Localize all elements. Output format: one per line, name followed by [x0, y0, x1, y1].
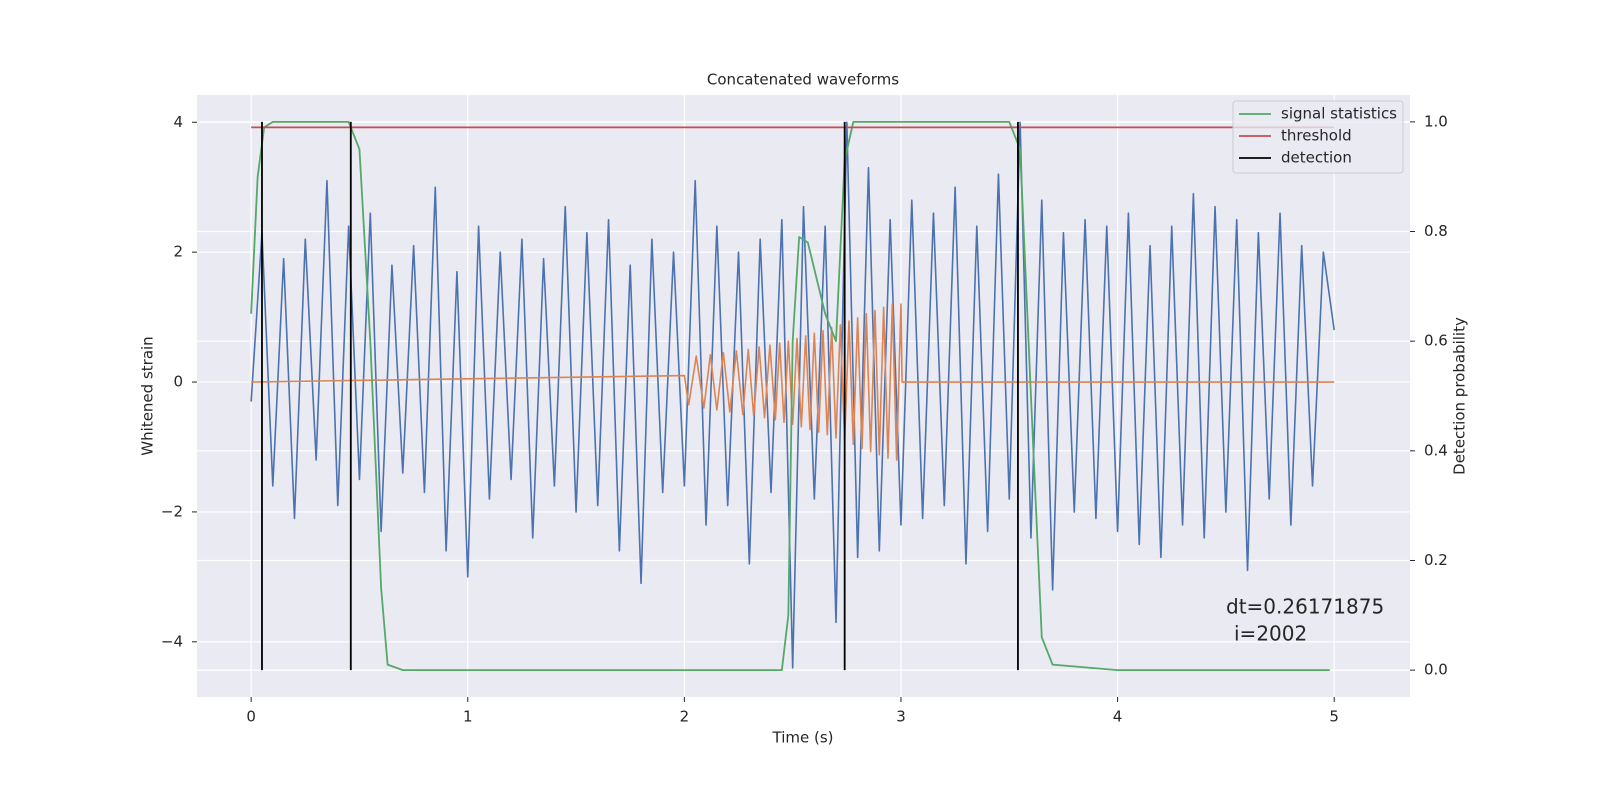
x-tick-label: 3: [896, 708, 906, 726]
chart-title: Concatenated waveforms: [707, 71, 899, 89]
y2-tick-label: 1.0: [1424, 112, 1448, 130]
y-tick-label: 0: [173, 373, 183, 391]
y-tick-label: 2: [173, 243, 183, 261]
y2-tick-label: 0.8: [1424, 222, 1448, 240]
legend-box: [1232, 100, 1404, 174]
series-line: [261, 121, 1019, 671]
x-tick-label: 2: [680, 708, 690, 726]
legend-label: detection: [1281, 149, 1352, 167]
y-tick-label: −2: [161, 502, 183, 520]
legend-label: signal statistics: [1281, 105, 1397, 123]
y2-tick-label: 0.0: [1424, 661, 1448, 679]
y-tick-label: 4: [173, 113, 183, 131]
annotation: i=2002: [1234, 622, 1307, 646]
legend-label: threshold: [1281, 127, 1352, 145]
y2-axis-label: Detection probability: [1451, 317, 1469, 475]
y-tick-label: −4: [161, 632, 183, 650]
y2-tick-label: 0.2: [1424, 551, 1448, 569]
x-tick-label: 4: [1113, 708, 1123, 726]
y-axis-label: Whitened strain: [139, 336, 157, 455]
x-tick-label: 1: [463, 708, 473, 726]
annotation: dt=0.26171875: [1226, 595, 1384, 619]
y2-tick-label: 0.4: [1424, 441, 1448, 459]
series-line: [250, 121, 1335, 669]
x-axis-label: Time (s): [772, 729, 834, 747]
x-tick-label: 0: [246, 708, 256, 726]
series-line: [251, 303, 1335, 461]
y2-tick-label: 0.6: [1424, 332, 1448, 350]
x-tick-label: 5: [1329, 708, 1339, 726]
